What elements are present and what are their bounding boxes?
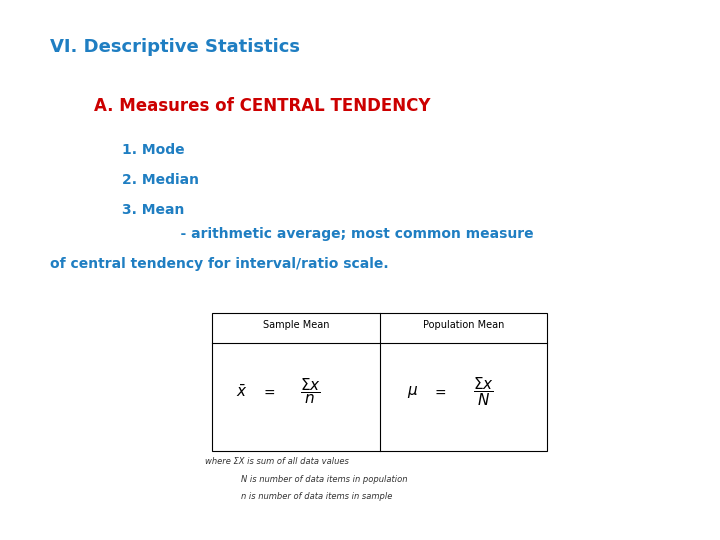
Text: A. Measures of CENTRAL TENDENCY: A. Measures of CENTRAL TENDENCY: [94, 97, 430, 115]
Text: $\dfrac{\Sigma x}{N}$: $\dfrac{\Sigma x}{N}$: [473, 375, 494, 408]
Text: 2. Median: 2. Median: [122, 173, 199, 187]
Text: N is number of data items in population: N is number of data items in population: [241, 475, 408, 484]
Text: of central tendency for interval/ratio scale.: of central tendency for interval/ratio s…: [50, 256, 389, 271]
Text: $\dfrac{\Sigma x}{n}$: $\dfrac{\Sigma x}{n}$: [300, 376, 321, 407]
Text: - arithmetic average; most common measure: - arithmetic average; most common measur…: [122, 227, 534, 241]
Text: Sample Mean: Sample Mean: [263, 320, 329, 330]
Text: Population Mean: Population Mean: [423, 320, 504, 330]
Text: n is number of data items in sample: n is number of data items in sample: [241, 492, 392, 501]
Text: $=$: $=$: [261, 384, 276, 399]
Text: 3. Mean: 3. Mean: [122, 202, 185, 217]
Text: 1. Mode: 1. Mode: [122, 143, 185, 157]
Text: $\mu$: $\mu$: [408, 383, 419, 400]
Text: $=$: $=$: [432, 384, 447, 399]
Text: $\bar{x}$: $\bar{x}$: [236, 383, 248, 400]
Bar: [212, 313, 547, 451]
Text: where ΣX is sum of all data values: where ΣX is sum of all data values: [205, 457, 349, 467]
Text: VI. Descriptive Statistics: VI. Descriptive Statistics: [50, 38, 300, 56]
